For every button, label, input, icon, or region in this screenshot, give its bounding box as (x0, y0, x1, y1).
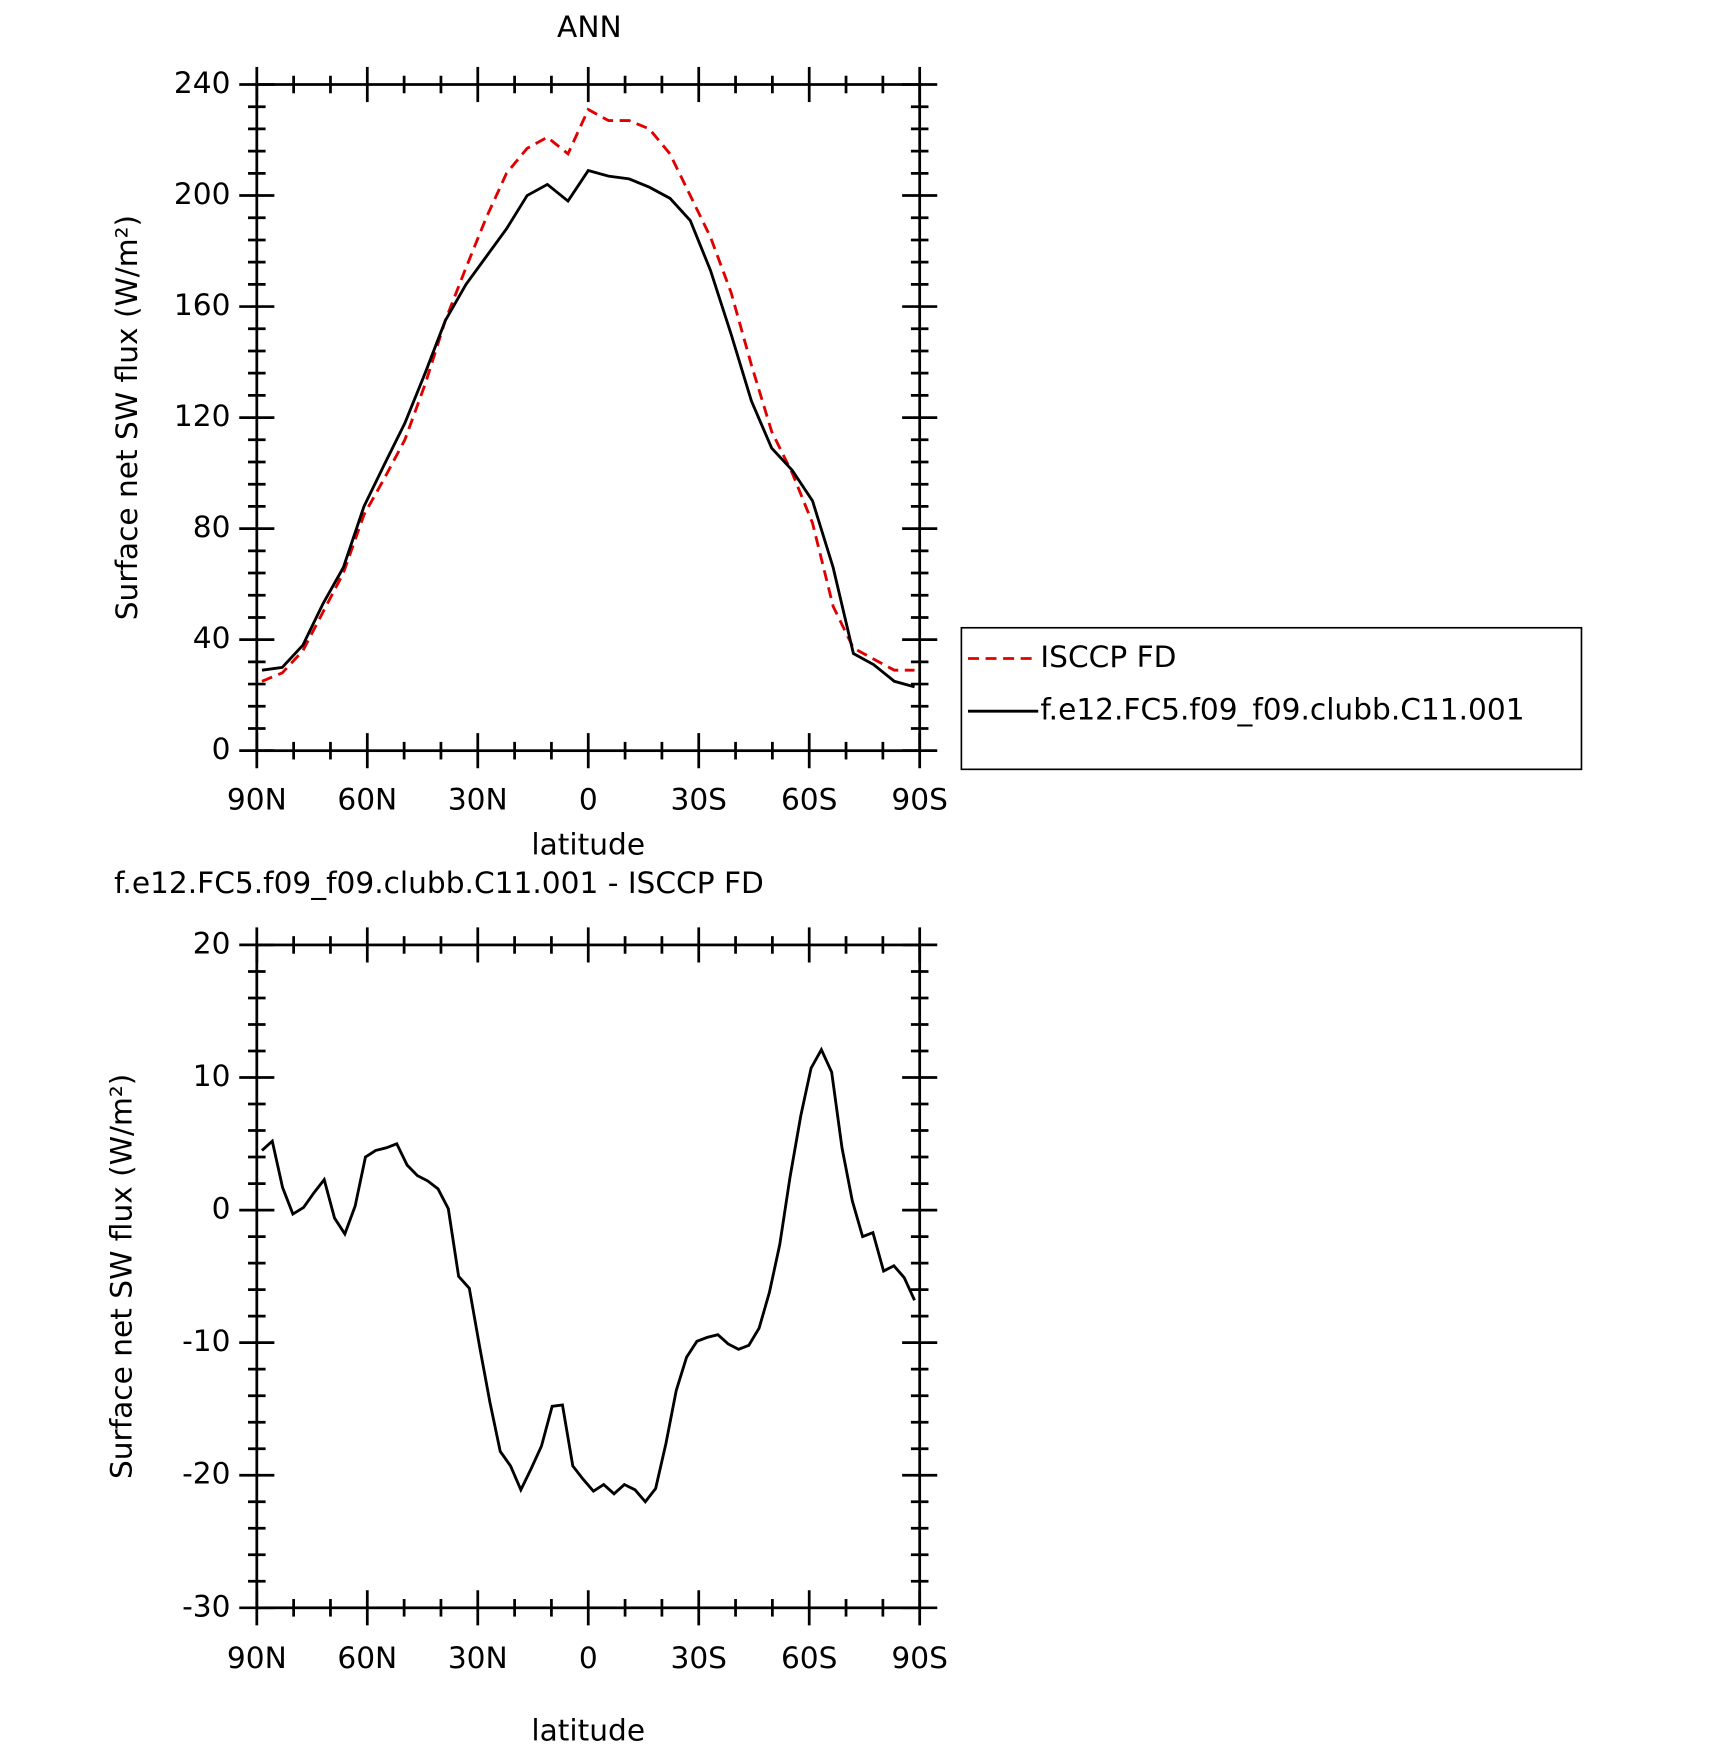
plot-frame (255, 83, 922, 753)
data-line (261, 1046, 916, 1505)
x-tick-label: 30S (670, 782, 727, 817)
x-tick-label: 30N (448, 1640, 508, 1675)
plot-frame (255, 943, 922, 1610)
y-axis-label: Surface net SW flux (W/m²) (103, 1074, 138, 1479)
data-line (261, 107, 915, 683)
y-tick-label: 0 (212, 731, 231, 766)
x-tick-label: 30N (448, 782, 508, 817)
y-tick-label: -10 (182, 1323, 230, 1358)
x-tick-label: 60N (337, 1640, 397, 1675)
y-tick-label: 240 (174, 65, 231, 100)
x-tick-label: 60N (337, 782, 397, 817)
x-tick-label: 90S (891, 782, 948, 817)
y-tick-label: 40 (193, 620, 231, 655)
x-tick-label: 90N (227, 782, 287, 817)
y-tick-label: 160 (174, 287, 231, 322)
y-tick-label: -20 (182, 1456, 230, 1491)
chart-title: ANN (557, 9, 622, 44)
x-axis-label: latitude (531, 1712, 645, 1745)
chart-title: f.e12.FC5.f09_f09.clubb.C11.001 - ISCCP … (114, 865, 764, 900)
y-tick-label: 80 (193, 509, 231, 544)
y-tick-label: -30 (182, 1588, 230, 1623)
x-tick-label: 90S (891, 1640, 948, 1675)
legend-box (960, 626, 1583, 771)
legend-label: ISCCP FD (1040, 639, 1176, 674)
y-tick-label: 10 (193, 1058, 231, 1093)
x-tick-label: 0 (579, 782, 598, 817)
y-tick-label: 0 (212, 1191, 231, 1226)
legend-label: f.e12.FC5.f09_f09.clubb.C11.001 (1040, 692, 1524, 727)
y-tick-label: 120 (174, 398, 231, 433)
y-axis-label: Surface net SW flux (W/m²) (109, 215, 144, 620)
y-tick-label: 20 (193, 925, 231, 960)
x-tick-label: 60S (781, 1640, 838, 1675)
x-tick-label: 90N (227, 1640, 287, 1675)
x-tick-label: 60S (781, 782, 838, 817)
y-tick-label: 200 (174, 176, 231, 211)
data-line (261, 168, 915, 689)
x-tick-label: 30S (670, 1640, 727, 1675)
x-tick-label: 0 (579, 1640, 598, 1675)
x-axis-label: latitude (531, 827, 645, 862)
